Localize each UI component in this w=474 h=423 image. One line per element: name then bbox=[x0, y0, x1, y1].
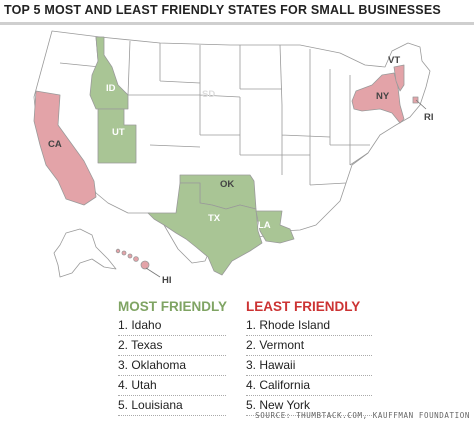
least-friendly-heading: LEAST FRIENDLY bbox=[246, 299, 361, 314]
least-friendly-list: LEAST FRIENDLY 1. Rhode Island 2. Vermon… bbox=[246, 298, 426, 416]
state-rhode-island bbox=[412, 96, 419, 104]
state-label-sd: SD bbox=[202, 89, 215, 100]
list-item: 5. Louisiana bbox=[118, 396, 226, 416]
state-label-ok: OK bbox=[220, 179, 234, 190]
ri-leader-line bbox=[415, 99, 427, 110]
state-california bbox=[33, 90, 97, 206]
hi-leader-line bbox=[145, 267, 161, 278]
state-alaska bbox=[53, 228, 117, 278]
list-item: 3. Hawaii bbox=[246, 356, 372, 376]
us-map: ID UT SD CA OK TX LA VT NY RI HI bbox=[33, 30, 434, 286]
state-louisiana bbox=[255, 210, 295, 244]
state-texas bbox=[147, 182, 263, 276]
state-label-ny: NY bbox=[376, 91, 390, 102]
list-item: 1. Rhode Island bbox=[246, 316, 372, 336]
state-label-la: LA bbox=[258, 220, 271, 231]
list-item: 5. New York bbox=[246, 396, 372, 416]
state-label-hi: HI bbox=[162, 275, 172, 286]
list-item: 4. California bbox=[246, 376, 372, 396]
state-label-vt: VT bbox=[388, 55, 400, 66]
state-label-ca: CA bbox=[48, 139, 62, 150]
state-idaho bbox=[89, 36, 129, 110]
list-item: 2. Vermont bbox=[246, 336, 372, 356]
page-title: TOP 5 MOST AND LEAST FRIENDLY STATES FOR… bbox=[4, 3, 441, 17]
list-item: 4. Utah bbox=[118, 376, 226, 396]
source-credit: SOURCE: THUMBTACK.COM, KAUFFMAN FOUNDATI… bbox=[255, 411, 470, 420]
title-divider bbox=[0, 22, 474, 25]
state-label-id: ID bbox=[106, 83, 116, 94]
state-vermont bbox=[393, 64, 405, 92]
list-item: 1. Idaho bbox=[118, 316, 226, 336]
state-new-york bbox=[351, 72, 405, 124]
most-friendly-heading: MOST FRIENDLY bbox=[118, 299, 228, 314]
state-utah bbox=[97, 108, 137, 164]
list-item: 2. Texas bbox=[118, 336, 226, 356]
state-label-ri: RI bbox=[424, 112, 434, 123]
state-hawaii bbox=[115, 248, 150, 270]
state-borders bbox=[59, 36, 370, 186]
state-label-tx: TX bbox=[208, 213, 221, 224]
list-item: 3. Oklahoma bbox=[118, 356, 226, 376]
state-label-ut: UT bbox=[112, 127, 125, 138]
most-friendly-list: MOST FRIENDLY 1. Idaho 2. Texas 3. Oklah… bbox=[118, 298, 298, 416]
